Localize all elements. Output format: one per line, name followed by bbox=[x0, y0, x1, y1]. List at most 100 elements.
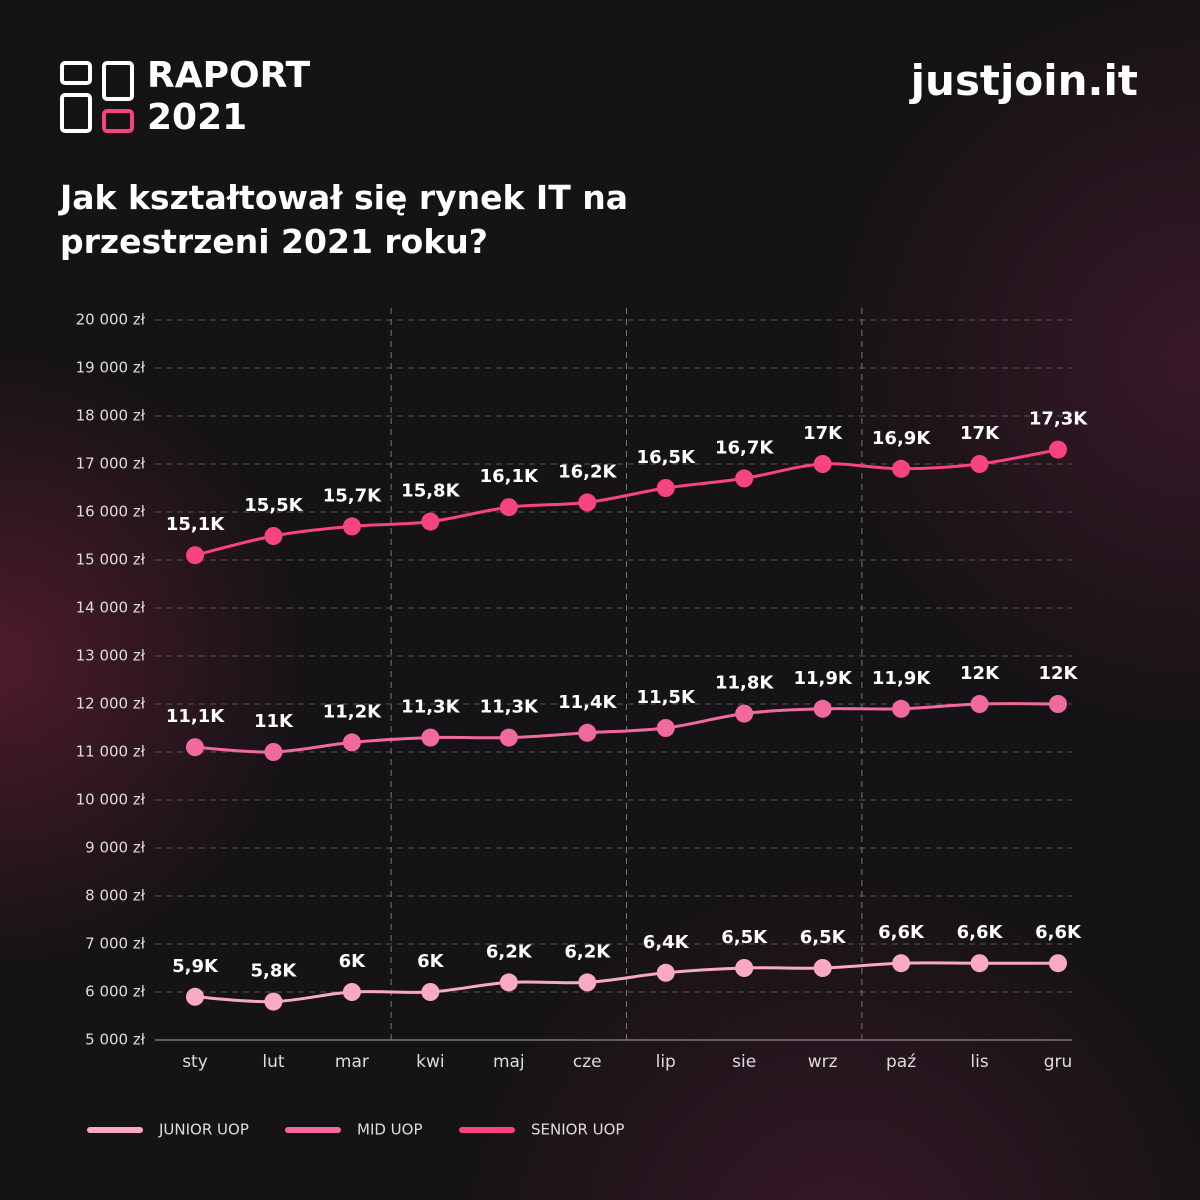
y-tick-label: 12 000 zł bbox=[76, 695, 146, 713]
data-label: 11,9K bbox=[872, 668, 931, 689]
x-tick-label: mar bbox=[335, 1052, 369, 1072]
data-label: 11,3K bbox=[401, 697, 460, 718]
logo-text: RAPORT bbox=[147, 55, 311, 96]
data-label: 16,2K bbox=[558, 461, 617, 482]
brand: justjoin.it bbox=[910, 56, 1138, 105]
data-label: 5,9K bbox=[172, 956, 219, 977]
data-point bbox=[735, 959, 754, 977]
data-point bbox=[264, 743, 283, 761]
data-point bbox=[970, 954, 989, 973]
data-point bbox=[499, 498, 518, 517]
x-tick-label: paź bbox=[886, 1052, 916, 1072]
data-label: 12K bbox=[960, 663, 1000, 684]
data-point bbox=[813, 455, 832, 473]
data-point bbox=[264, 992, 283, 1011]
data-point bbox=[342, 733, 361, 752]
data-point bbox=[970, 695, 989, 713]
data-label: 15,7K bbox=[323, 485, 382, 506]
data-point bbox=[186, 546, 204, 565]
y-tick-label: 10 000 zł bbox=[76, 791, 146, 809]
data-point bbox=[342, 517, 361, 536]
data-point bbox=[1049, 440, 1067, 459]
data-label: 11,4K bbox=[558, 692, 617, 713]
y-tick-label: 14 000 zł bbox=[76, 599, 146, 617]
data-point bbox=[578, 973, 597, 992]
logo-year: 2021 bbox=[147, 97, 248, 138]
x-tick-label: lip bbox=[656, 1052, 676, 1072]
data-label: 6,4K bbox=[643, 932, 690, 953]
data-label: 5,8K bbox=[251, 961, 298, 982]
y-tick-label: 11 000 zł bbox=[76, 743, 146, 761]
data-label: 17K bbox=[960, 423, 1000, 444]
data-point bbox=[421, 983, 440, 1001]
x-tick-label: sty bbox=[182, 1052, 208, 1072]
data-label: 17K bbox=[803, 423, 843, 444]
data-label: 6K bbox=[417, 951, 445, 972]
data-point bbox=[656, 479, 675, 497]
x-tick-label: cze bbox=[573, 1052, 602, 1072]
data-point bbox=[499, 973, 518, 992]
data-point bbox=[892, 459, 911, 478]
data-label: 16,9K bbox=[872, 428, 931, 449]
data-label: 11,2K bbox=[323, 701, 382, 722]
x-tick-label: lut bbox=[262, 1052, 284, 1072]
data-label: 6,2K bbox=[486, 941, 533, 962]
x-tick-label: lis bbox=[970, 1052, 988, 1072]
data-point bbox=[656, 963, 675, 982]
chart-title: Jak kształtował się rynek IT na przestrz… bbox=[60, 178, 628, 261]
data-point bbox=[421, 728, 440, 747]
x-tick-label: sie bbox=[732, 1052, 756, 1072]
data-point bbox=[735, 704, 754, 723]
data-label: 6,6K bbox=[878, 922, 925, 943]
data-label: 11,9K bbox=[793, 668, 852, 689]
data-point bbox=[656, 719, 675, 737]
y-tick-label: 16 000 zł bbox=[76, 503, 146, 521]
legend-label: JUNIOR UOP bbox=[158, 1121, 249, 1139]
x-tick-label: kwi bbox=[416, 1052, 444, 1072]
data-label: 15,8K bbox=[401, 481, 460, 502]
data-label: 16,1K bbox=[480, 466, 539, 487]
data-label: 11,3K bbox=[480, 697, 539, 718]
data-label: 15,1K bbox=[166, 514, 225, 535]
data-label: 11K bbox=[254, 711, 294, 732]
data-label: 11,5K bbox=[637, 687, 696, 708]
data-label: 6,6K bbox=[957, 922, 1004, 943]
data-point bbox=[264, 527, 283, 545]
y-tick-label: 17 000 zł bbox=[76, 455, 146, 473]
data-point bbox=[342, 983, 361, 1001]
data-label: 6K bbox=[339, 951, 367, 972]
data-label: 15,5K bbox=[244, 495, 303, 516]
y-tick-label: 18 000 zł bbox=[76, 407, 146, 425]
data-point bbox=[892, 954, 911, 973]
y-tick-label: 7 000 zł bbox=[85, 935, 146, 953]
y-tick-label: 20 000 zł bbox=[76, 311, 146, 329]
data-point bbox=[578, 723, 597, 742]
data-label: 17,3K bbox=[1029, 409, 1088, 430]
data-point bbox=[892, 699, 911, 718]
data-label: 6,6K bbox=[1035, 922, 1082, 943]
data-label: 6,2K bbox=[564, 941, 611, 962]
data-point bbox=[421, 512, 440, 531]
data-label: 6,5K bbox=[721, 927, 768, 948]
data-label: 11,8K bbox=[715, 673, 774, 694]
data-point bbox=[1049, 695, 1067, 713]
data-label: 16,5K bbox=[637, 447, 696, 468]
y-tick-label: 5 000 zł bbox=[85, 1031, 146, 1049]
legend-label: SENIOR UOP bbox=[531, 1121, 624, 1139]
data-point bbox=[578, 493, 597, 512]
y-tick-label: 15 000 zł bbox=[76, 551, 146, 569]
data-point bbox=[499, 728, 518, 747]
legend-label: MID UOP bbox=[357, 1121, 423, 1139]
data-point bbox=[813, 959, 832, 977]
y-tick-label: 8 000 zł bbox=[85, 887, 146, 905]
data-label: 6,5K bbox=[800, 927, 847, 948]
logo-icon bbox=[60, 61, 134, 133]
x-tick-label: gru bbox=[1044, 1052, 1073, 1072]
x-tick-label: maj bbox=[493, 1052, 525, 1072]
data-label: 16,7K bbox=[715, 437, 774, 458]
y-tick-label: 13 000 zł bbox=[76, 647, 146, 665]
data-label: 11,1K bbox=[166, 706, 225, 727]
y-tick-label: 19 000 zł bbox=[76, 359, 146, 377]
